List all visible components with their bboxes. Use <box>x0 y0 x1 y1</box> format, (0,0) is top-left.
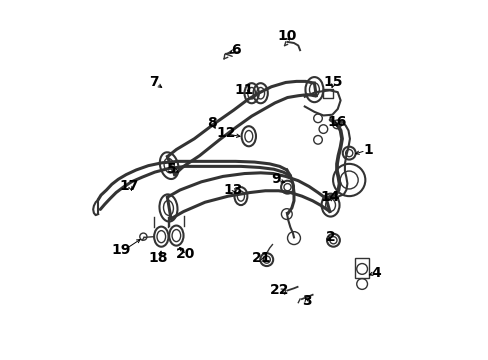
Text: 19: 19 <box>111 243 130 257</box>
Text: 22: 22 <box>269 283 289 297</box>
Text: 12: 12 <box>216 126 235 140</box>
Text: 14: 14 <box>320 190 339 204</box>
Text: 5: 5 <box>167 162 177 176</box>
Text: 7: 7 <box>149 76 159 89</box>
Bar <box>354 258 368 278</box>
Text: 16: 16 <box>326 115 346 129</box>
Text: 1: 1 <box>363 143 372 157</box>
Text: 20: 20 <box>175 247 195 261</box>
Text: 6: 6 <box>231 43 240 57</box>
Text: 8: 8 <box>206 116 216 130</box>
Text: 15: 15 <box>323 76 343 89</box>
Text: 3: 3 <box>302 294 311 308</box>
Text: 2: 2 <box>325 230 335 244</box>
Text: 17: 17 <box>119 179 139 193</box>
Text: 4: 4 <box>371 266 381 279</box>
Text: 11: 11 <box>234 83 253 96</box>
Text: 9: 9 <box>271 172 280 186</box>
Text: 18: 18 <box>148 251 167 265</box>
Text: 21: 21 <box>251 251 271 265</box>
Text: 13: 13 <box>223 183 242 197</box>
Text: 10: 10 <box>277 29 296 43</box>
